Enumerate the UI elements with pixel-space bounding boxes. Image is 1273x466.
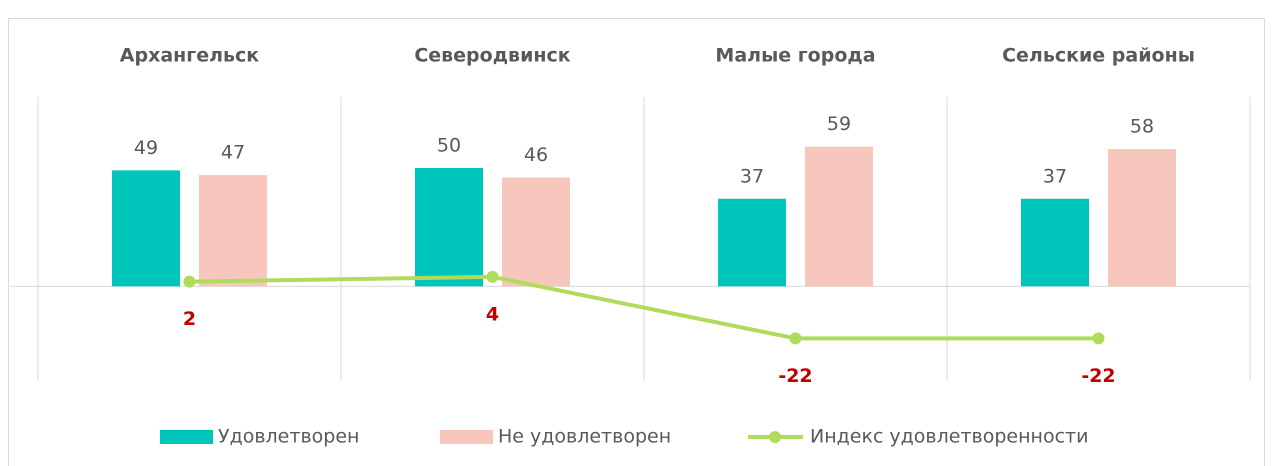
line-point	[486, 270, 499, 283]
legend-label: Индекс удовлетворенности	[810, 426, 1088, 448]
bar	[1108, 149, 1176, 287]
value-label: 47	[221, 142, 245, 164]
bar	[112, 170, 180, 287]
index-label: 2	[183, 308, 196, 330]
bar	[199, 175, 267, 287]
line-point	[1092, 332, 1105, 345]
value-label: 46	[524, 144, 548, 166]
line	[189, 274, 1099, 341]
index-label: -22	[778, 365, 812, 387]
index-label: 4	[486, 303, 499, 325]
bar	[502, 177, 570, 287]
value-label: 37	[740, 165, 764, 187]
legend-swatch	[160, 430, 213, 444]
legend-swatch	[440, 430, 493, 444]
value-label: 37	[1043, 165, 1067, 187]
bar	[718, 198, 786, 287]
chart-border	[8, 18, 1265, 466]
legend-label: Удовлетворен	[218, 426, 359, 448]
category-label: Сельские районы	[1002, 45, 1195, 67]
category-label: Архангельск	[120, 45, 260, 67]
category-label: Малые города	[715, 45, 875, 67]
bar	[805, 146, 873, 287]
bar	[415, 168, 483, 287]
index-label: -22	[1081, 365, 1115, 387]
value-label: 58	[1130, 116, 1154, 138]
value-label: 59	[827, 113, 851, 135]
line-point	[183, 275, 196, 288]
line-point	[789, 332, 802, 345]
value-label: 49	[134, 137, 158, 159]
bar	[1021, 198, 1089, 287]
value-label: 50	[437, 135, 461, 157]
category-label: Северодвинск	[414, 45, 570, 67]
legend-swatch	[769, 431, 781, 443]
legend-label: Не удовлетворен	[498, 426, 671, 448]
